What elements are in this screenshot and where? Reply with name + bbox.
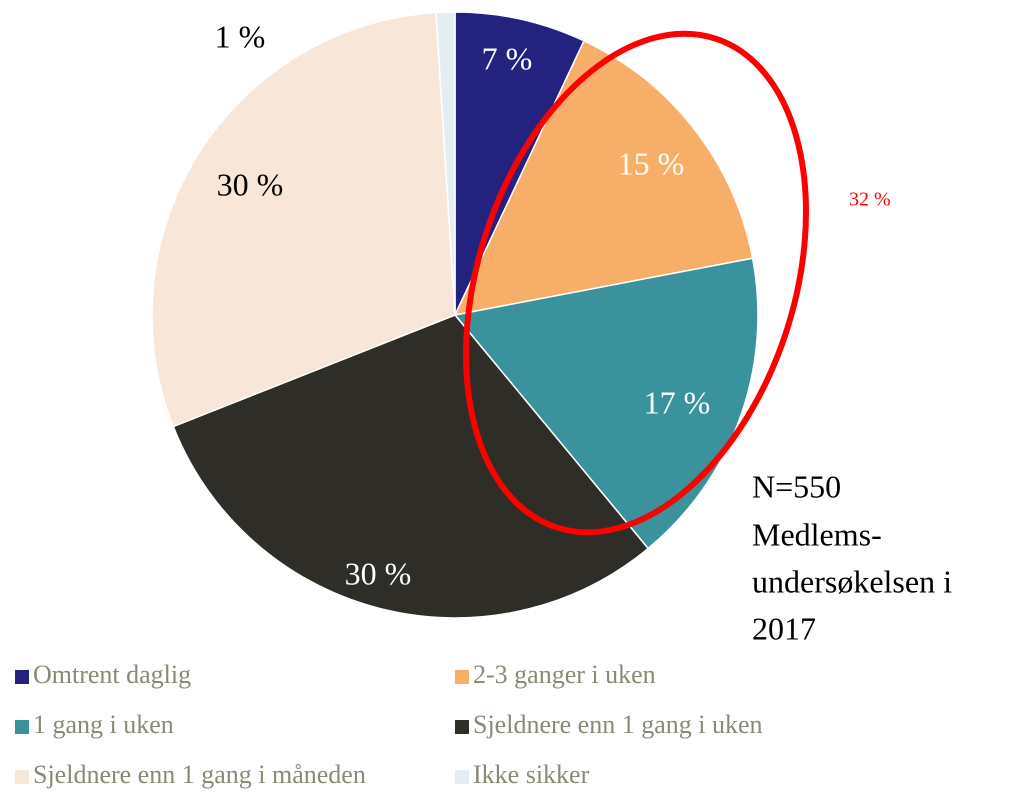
slice-label: 17 % bbox=[644, 384, 711, 420]
legend-swatch bbox=[15, 770, 29, 784]
pie-slice bbox=[453, 257, 759, 550]
pie-slice bbox=[151, 11, 456, 428]
legend-swatch bbox=[455, 770, 469, 784]
slice-label: 30 % bbox=[217, 166, 284, 202]
note-line: undersøkelsen i bbox=[752, 563, 952, 599]
legend-label: Omtrent daglig bbox=[33, 660, 191, 689]
highlight-label: 32 % bbox=[849, 189, 891, 211]
note-line: Medlems- bbox=[752, 516, 882, 552]
slice-label: 7 % bbox=[482, 40, 533, 76]
highlight-ellipse bbox=[463, 30, 809, 536]
legend-swatch bbox=[455, 720, 469, 734]
pie-slice bbox=[435, 11, 456, 316]
legend-swatch bbox=[15, 720, 29, 734]
pie-slice bbox=[172, 314, 650, 619]
slice-label: 1 % bbox=[215, 18, 266, 54]
legend-swatch bbox=[15, 670, 29, 684]
legend-label: Sjeldnere enn 1 gang i uken bbox=[473, 710, 763, 739]
note-line: 2017 bbox=[752, 610, 816, 646]
slice-label: 30 % bbox=[345, 555, 412, 591]
slice-label: 15 % bbox=[618, 145, 685, 181]
legend-label: Ikke sikker bbox=[473, 760, 590, 789]
legend-label: 2-3 ganger i uken bbox=[473, 660, 656, 689]
legend-label: Sjeldnere enn 1 gang i måneden bbox=[33, 760, 366, 789]
note-line: N=550 bbox=[752, 468, 841, 504]
legend-swatch bbox=[455, 670, 469, 684]
legend-label: 1 gang i uken bbox=[33, 710, 174, 739]
pie-slice bbox=[453, 39, 754, 317]
